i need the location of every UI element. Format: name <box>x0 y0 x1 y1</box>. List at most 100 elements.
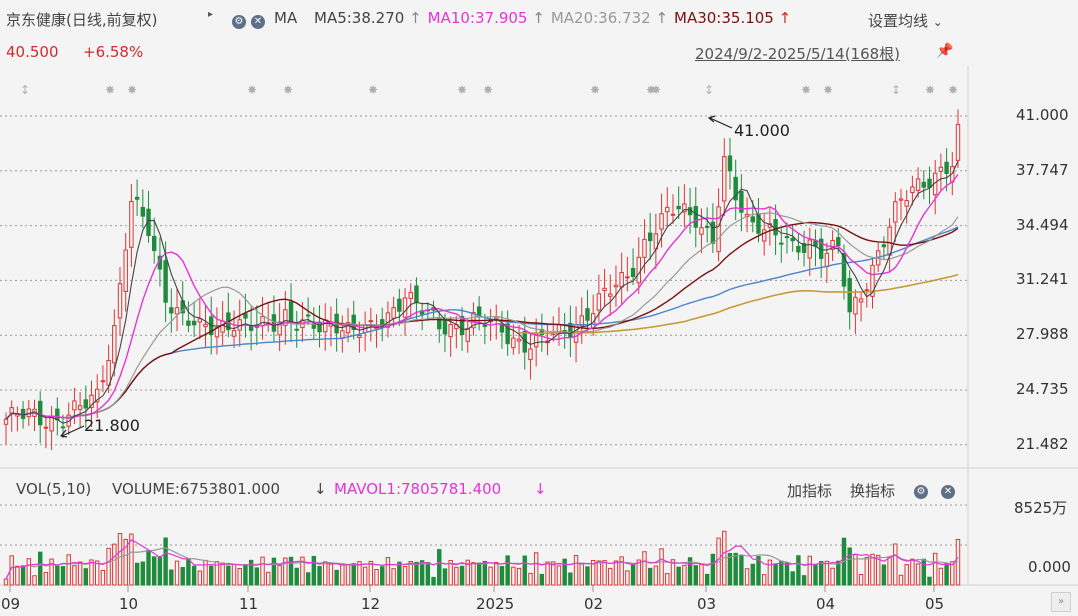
volume-bar <box>539 573 545 586</box>
event-marker-icon[interactable]: ✸ <box>127 83 138 97</box>
candle-body <box>722 156 727 202</box>
ma-value-text: MA10:37.905 <box>427 9 528 27</box>
volume-bar <box>437 549 442 586</box>
volume-bar <box>522 555 527 586</box>
volume-bar <box>425 562 431 586</box>
candle-body <box>625 276 630 279</box>
stock-title[interactable]: 京东健康(日线,前复权) <box>6 11 158 29</box>
volume-bar <box>328 562 334 586</box>
event-marker-icon[interactable]: ✸ <box>801 83 812 97</box>
volume-bar <box>596 560 602 586</box>
volume-bar <box>459 565 465 586</box>
candle-body <box>368 320 374 323</box>
y-tick-label: 27.988 <box>1016 325 1069 344</box>
event-arrow-icon[interactable]: ↕ <box>891 83 902 97</box>
add-indicator-button[interactable]: 加指标 <box>787 482 833 500</box>
event-marker-icon[interactable]: ✸ <box>925 83 936 97</box>
candle-body <box>499 323 505 333</box>
event-arrow-icon[interactable]: ↕ <box>704 83 715 97</box>
candle-body <box>704 225 710 228</box>
candle-body <box>117 283 123 319</box>
close-icon[interactable]: ✕ <box>251 11 265 30</box>
vol-close-icon[interactable]: ✕ <box>941 481 955 500</box>
volume-bar <box>898 574 904 586</box>
volume-bar <box>858 574 864 586</box>
volume-bar <box>830 567 835 586</box>
candle-body <box>123 249 128 292</box>
volume-bar <box>305 572 311 586</box>
low-arrowhead <box>59 429 68 438</box>
volume-bar <box>494 561 499 586</box>
candle-body <box>351 314 356 331</box>
volume-bar <box>72 565 77 586</box>
gear-icon[interactable]: ⚙ <box>232 11 246 30</box>
candle-body <box>921 181 927 188</box>
volume-bar <box>43 571 49 586</box>
event-marker-icon[interactable]: ✸ <box>283 83 294 97</box>
volume-bar <box>693 565 698 586</box>
volume-bar <box>602 560 607 586</box>
volume-bar <box>471 562 476 586</box>
event-marker-icon[interactable]: ✸ <box>823 83 834 97</box>
event-marker-icon[interactable]: ✸ <box>483 83 494 97</box>
volume-bar <box>123 538 128 586</box>
volume-bar <box>761 574 767 586</box>
switch-indicator-button[interactable]: 换指标 <box>850 482 896 500</box>
event-marker-icon[interactable]: ✸ <box>247 83 258 97</box>
candle-body <box>288 301 294 323</box>
candle-body <box>716 206 721 253</box>
date-range[interactable]: 2024/9/2-2025/5/14(168根) <box>695 45 901 63</box>
candle-body <box>323 319 328 333</box>
x-tick-label: 10 <box>119 595 139 613</box>
change-percent: +6.58% <box>83 43 144 61</box>
volume-bar <box>391 568 396 586</box>
volume-bar <box>590 559 596 586</box>
volume-bar <box>203 559 208 586</box>
event-arrow-icon[interactable]: ↕ <box>20 83 31 97</box>
expand-icon[interactable]: ▸ <box>208 9 214 20</box>
event-marker-icon[interactable]: ✸ <box>651 83 662 97</box>
candle-body <box>448 324 453 338</box>
volume-bar <box>271 557 277 586</box>
vol-gear-icon[interactable]: ⚙ <box>914 481 928 500</box>
event-marker-icon[interactable]: ✸ <box>948 83 959 97</box>
candle-body <box>596 293 602 311</box>
volume-bar <box>739 555 744 586</box>
volume-bar <box>300 556 305 586</box>
candle-body <box>305 314 311 317</box>
ma30-line <box>5 221 959 420</box>
candle-body <box>112 325 117 364</box>
scroll-right-button[interactable]: » <box>1051 592 1071 612</box>
volume-bar <box>642 551 647 586</box>
pin-icon[interactable]: 📌 <box>936 43 954 59</box>
volume-bar <box>482 560 488 586</box>
candle-body <box>659 213 664 230</box>
mavol-text: MAVOL1:7805781.400 <box>334 480 502 498</box>
settings-ma-button[interactable]: 设置均线 ⌄ <box>868 10 943 31</box>
candle-body <box>870 264 875 297</box>
volume-bar <box>180 567 185 586</box>
volume-bar <box>659 548 664 586</box>
volume-bar <box>351 563 356 586</box>
volume-bar <box>921 558 927 586</box>
event-marker-icon[interactable]: ✸ <box>646 83 657 97</box>
candle-body <box>459 315 465 335</box>
volume-bar <box>824 560 830 586</box>
volume-bar <box>3 578 9 586</box>
candle-body <box>340 330 345 339</box>
volume-bar <box>402 565 408 586</box>
volume-bar <box>169 569 174 586</box>
volume-bar <box>220 562 225 586</box>
event-marker-icon[interactable]: ✸ <box>457 83 468 97</box>
event-marker-icon[interactable]: ✸ <box>590 83 601 97</box>
volume-bar <box>112 543 117 586</box>
candle-body <box>790 237 795 242</box>
volume-bar <box>818 561 824 586</box>
volume-bar <box>704 573 710 586</box>
volume-bar <box>790 571 795 586</box>
event-marker-icon[interactable]: ✸ <box>105 83 116 97</box>
event-marker-icon[interactable]: ✸ <box>368 83 379 97</box>
volume-bar <box>89 559 94 586</box>
candle-body <box>556 323 562 335</box>
